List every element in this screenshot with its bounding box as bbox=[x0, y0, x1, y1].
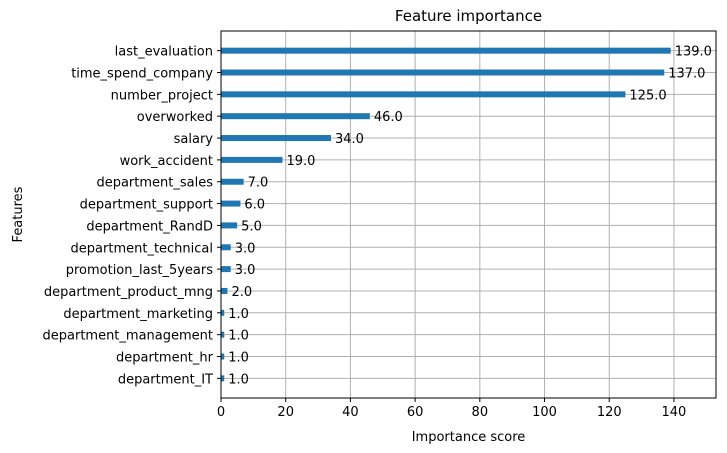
bar bbox=[221, 222, 238, 229]
y-ticks: last_evaluation time_spend_company number_… bbox=[43, 45, 221, 387]
y-tick-label: department_hr bbox=[116, 350, 214, 365]
data-label: 1.0 bbox=[228, 329, 249, 344]
grid bbox=[220, 31, 716, 398]
bar bbox=[221, 178, 244, 185]
data-label: 46.0 bbox=[374, 110, 403, 125]
y-tick-label: department_support bbox=[80, 198, 213, 213]
bar bbox=[221, 200, 241, 207]
x-tick-label: 60 bbox=[407, 405, 424, 420]
data-label: 2.0 bbox=[231, 285, 252, 300]
bar bbox=[221, 69, 665, 76]
bar bbox=[221, 91, 626, 98]
data-label: 3.0 bbox=[235, 263, 256, 278]
x-tick-label: 20 bbox=[277, 405, 294, 420]
bar bbox=[221, 331, 225, 338]
y-tick-label: department_sales bbox=[96, 176, 213, 191]
bar bbox=[221, 244, 231, 251]
y-axis-label: Features bbox=[11, 186, 26, 242]
data-label: 1.0 bbox=[228, 372, 249, 387]
data-label: 7.0 bbox=[248, 176, 269, 191]
data-label: 1.0 bbox=[228, 350, 249, 365]
y-tick-label: department_IT bbox=[118, 372, 213, 387]
bar bbox=[221, 156, 283, 163]
x-ticks: 0 20 40 60 80 100 120 140 bbox=[217, 398, 686, 420]
x-tick-label: 120 bbox=[597, 405, 622, 420]
y-tick-label: department_RandD bbox=[86, 219, 213, 234]
y-tick-label: promotion_last_5years bbox=[66, 263, 214, 278]
data-label: 1.0 bbox=[228, 307, 249, 322]
x-tick-label: 140 bbox=[662, 405, 687, 420]
x-tick-label: 0 bbox=[217, 405, 225, 420]
data-label: 139.0 bbox=[675, 45, 712, 60]
y-tick-label: department_marketing bbox=[63, 307, 213, 322]
y-tick-label: time_spend_company bbox=[71, 67, 213, 82]
x-tick-label: 80 bbox=[472, 405, 489, 420]
bar bbox=[221, 375, 225, 382]
y-tick-label: department_management bbox=[43, 329, 214, 344]
data-label: 6.0 bbox=[244, 198, 265, 213]
data-label: 5.0 bbox=[241, 219, 262, 234]
bar bbox=[221, 309, 225, 316]
chart-title: Feature importance bbox=[395, 7, 542, 25]
bar bbox=[221, 113, 370, 120]
data-label: 3.0 bbox=[235, 241, 256, 256]
bar bbox=[221, 287, 228, 294]
bar bbox=[221, 353, 225, 360]
y-tick-label: last_evaluation bbox=[115, 45, 213, 60]
data-label: 34.0 bbox=[335, 132, 364, 147]
x-tick-label: 40 bbox=[342, 405, 359, 420]
data-label: 137.0 bbox=[668, 67, 705, 82]
data-label: 19.0 bbox=[286, 154, 315, 169]
bar bbox=[221, 47, 671, 54]
plot-frame bbox=[220, 30, 717, 399]
y-tick-label: department_product_mng bbox=[44, 285, 213, 300]
y-tick-label: department_technical bbox=[71, 241, 213, 256]
x-axis-label: Importance score bbox=[412, 430, 526, 445]
x-tick-label: 100 bbox=[532, 405, 557, 420]
y-tick-label: work_accident bbox=[120, 154, 213, 169]
y-tick-label: number_project bbox=[111, 88, 213, 103]
y-tick-label: salary bbox=[174, 132, 214, 147]
data-label: 125.0 bbox=[629, 88, 666, 103]
y-tick-label: overworked bbox=[137, 110, 213, 125]
bar bbox=[221, 266, 231, 273]
bar bbox=[221, 135, 331, 142]
bars bbox=[221, 47, 671, 382]
